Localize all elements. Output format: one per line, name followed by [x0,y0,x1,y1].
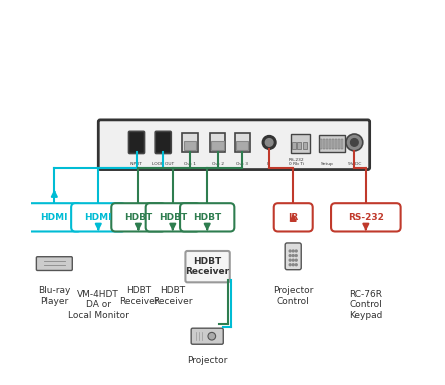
Text: IR: IR [288,213,298,222]
Text: HDBT
Receiver: HDBT Receiver [119,286,158,306]
Bar [292,142,296,149]
Text: HDBT
Receiver: HDBT Receiver [186,257,230,276]
Bar [303,142,307,149]
Text: RC-76R
Control
Keypad: RC-76R Control Keypad [349,290,383,320]
FancyBboxPatch shape [186,251,230,282]
Bar [338,139,340,149]
Circle shape [289,254,291,256]
FancyBboxPatch shape [291,134,310,153]
FancyBboxPatch shape [180,203,235,231]
FancyBboxPatch shape [331,203,400,231]
Circle shape [292,254,294,256]
FancyBboxPatch shape [210,133,225,152]
FancyBboxPatch shape [274,203,313,231]
Circle shape [289,259,291,261]
FancyBboxPatch shape [236,141,248,150]
FancyBboxPatch shape [319,135,345,152]
Circle shape [262,136,276,149]
FancyBboxPatch shape [184,141,196,150]
FancyBboxPatch shape [191,328,223,344]
FancyBboxPatch shape [211,141,224,150]
FancyBboxPatch shape [71,203,125,231]
Text: Setup: Setup [321,162,334,166]
Circle shape [208,332,216,340]
Circle shape [289,250,291,252]
Text: HDMI: HDMI [85,213,112,222]
Bar [326,139,328,149]
Text: INPUT: INPUT [130,162,143,166]
Circle shape [351,139,358,146]
Text: Out 1: Out 1 [184,162,196,166]
Text: VM-4HDT
DA or
Local Monitor: VM-4HDT DA or Local Monitor [68,290,129,320]
FancyBboxPatch shape [146,203,200,231]
Circle shape [265,139,273,146]
Text: HDBT: HDBT [124,213,153,222]
FancyBboxPatch shape [98,120,370,169]
Text: Out 2: Out 2 [211,162,223,166]
Circle shape [292,259,294,261]
Bar [332,139,334,149]
Circle shape [346,134,363,151]
Text: IR: IR [267,162,271,166]
Text: LOOP OUT: LOOP OUT [152,162,174,166]
Circle shape [295,250,297,252]
Text: Out 3: Out 3 [236,162,248,166]
Text: RS-232
0 Rb Ti: RS-232 0 Rb Ti [288,157,304,166]
Bar [329,139,331,149]
Circle shape [295,259,297,261]
Circle shape [295,264,297,266]
Text: RS-232: RS-232 [348,213,384,222]
FancyBboxPatch shape [235,133,250,152]
FancyBboxPatch shape [111,203,166,231]
FancyBboxPatch shape [155,131,171,154]
Text: Projector
Control: Projector Control [273,286,313,306]
Text: HDBT: HDBT [193,213,221,222]
Text: HDBT: HDBT [159,213,187,222]
FancyBboxPatch shape [182,133,198,152]
FancyBboxPatch shape [129,131,145,154]
Text: Blu-ray
Player: Blu-ray Player [38,286,70,306]
FancyBboxPatch shape [27,203,81,231]
Bar [335,139,337,149]
Text: Projector: Projector [187,356,227,365]
Bar [341,139,343,149]
Circle shape [289,264,291,266]
Bar [297,142,301,149]
Circle shape [292,264,294,266]
Text: HDMI: HDMI [40,213,68,222]
Circle shape [295,254,297,256]
Text: HDBT
Receiver: HDBT Receiver [153,286,193,306]
FancyBboxPatch shape [285,243,301,270]
Bar [323,139,325,149]
Bar [320,139,322,149]
Text: 9V DC: 9V DC [348,162,361,166]
FancyBboxPatch shape [36,257,72,271]
Circle shape [292,250,294,252]
